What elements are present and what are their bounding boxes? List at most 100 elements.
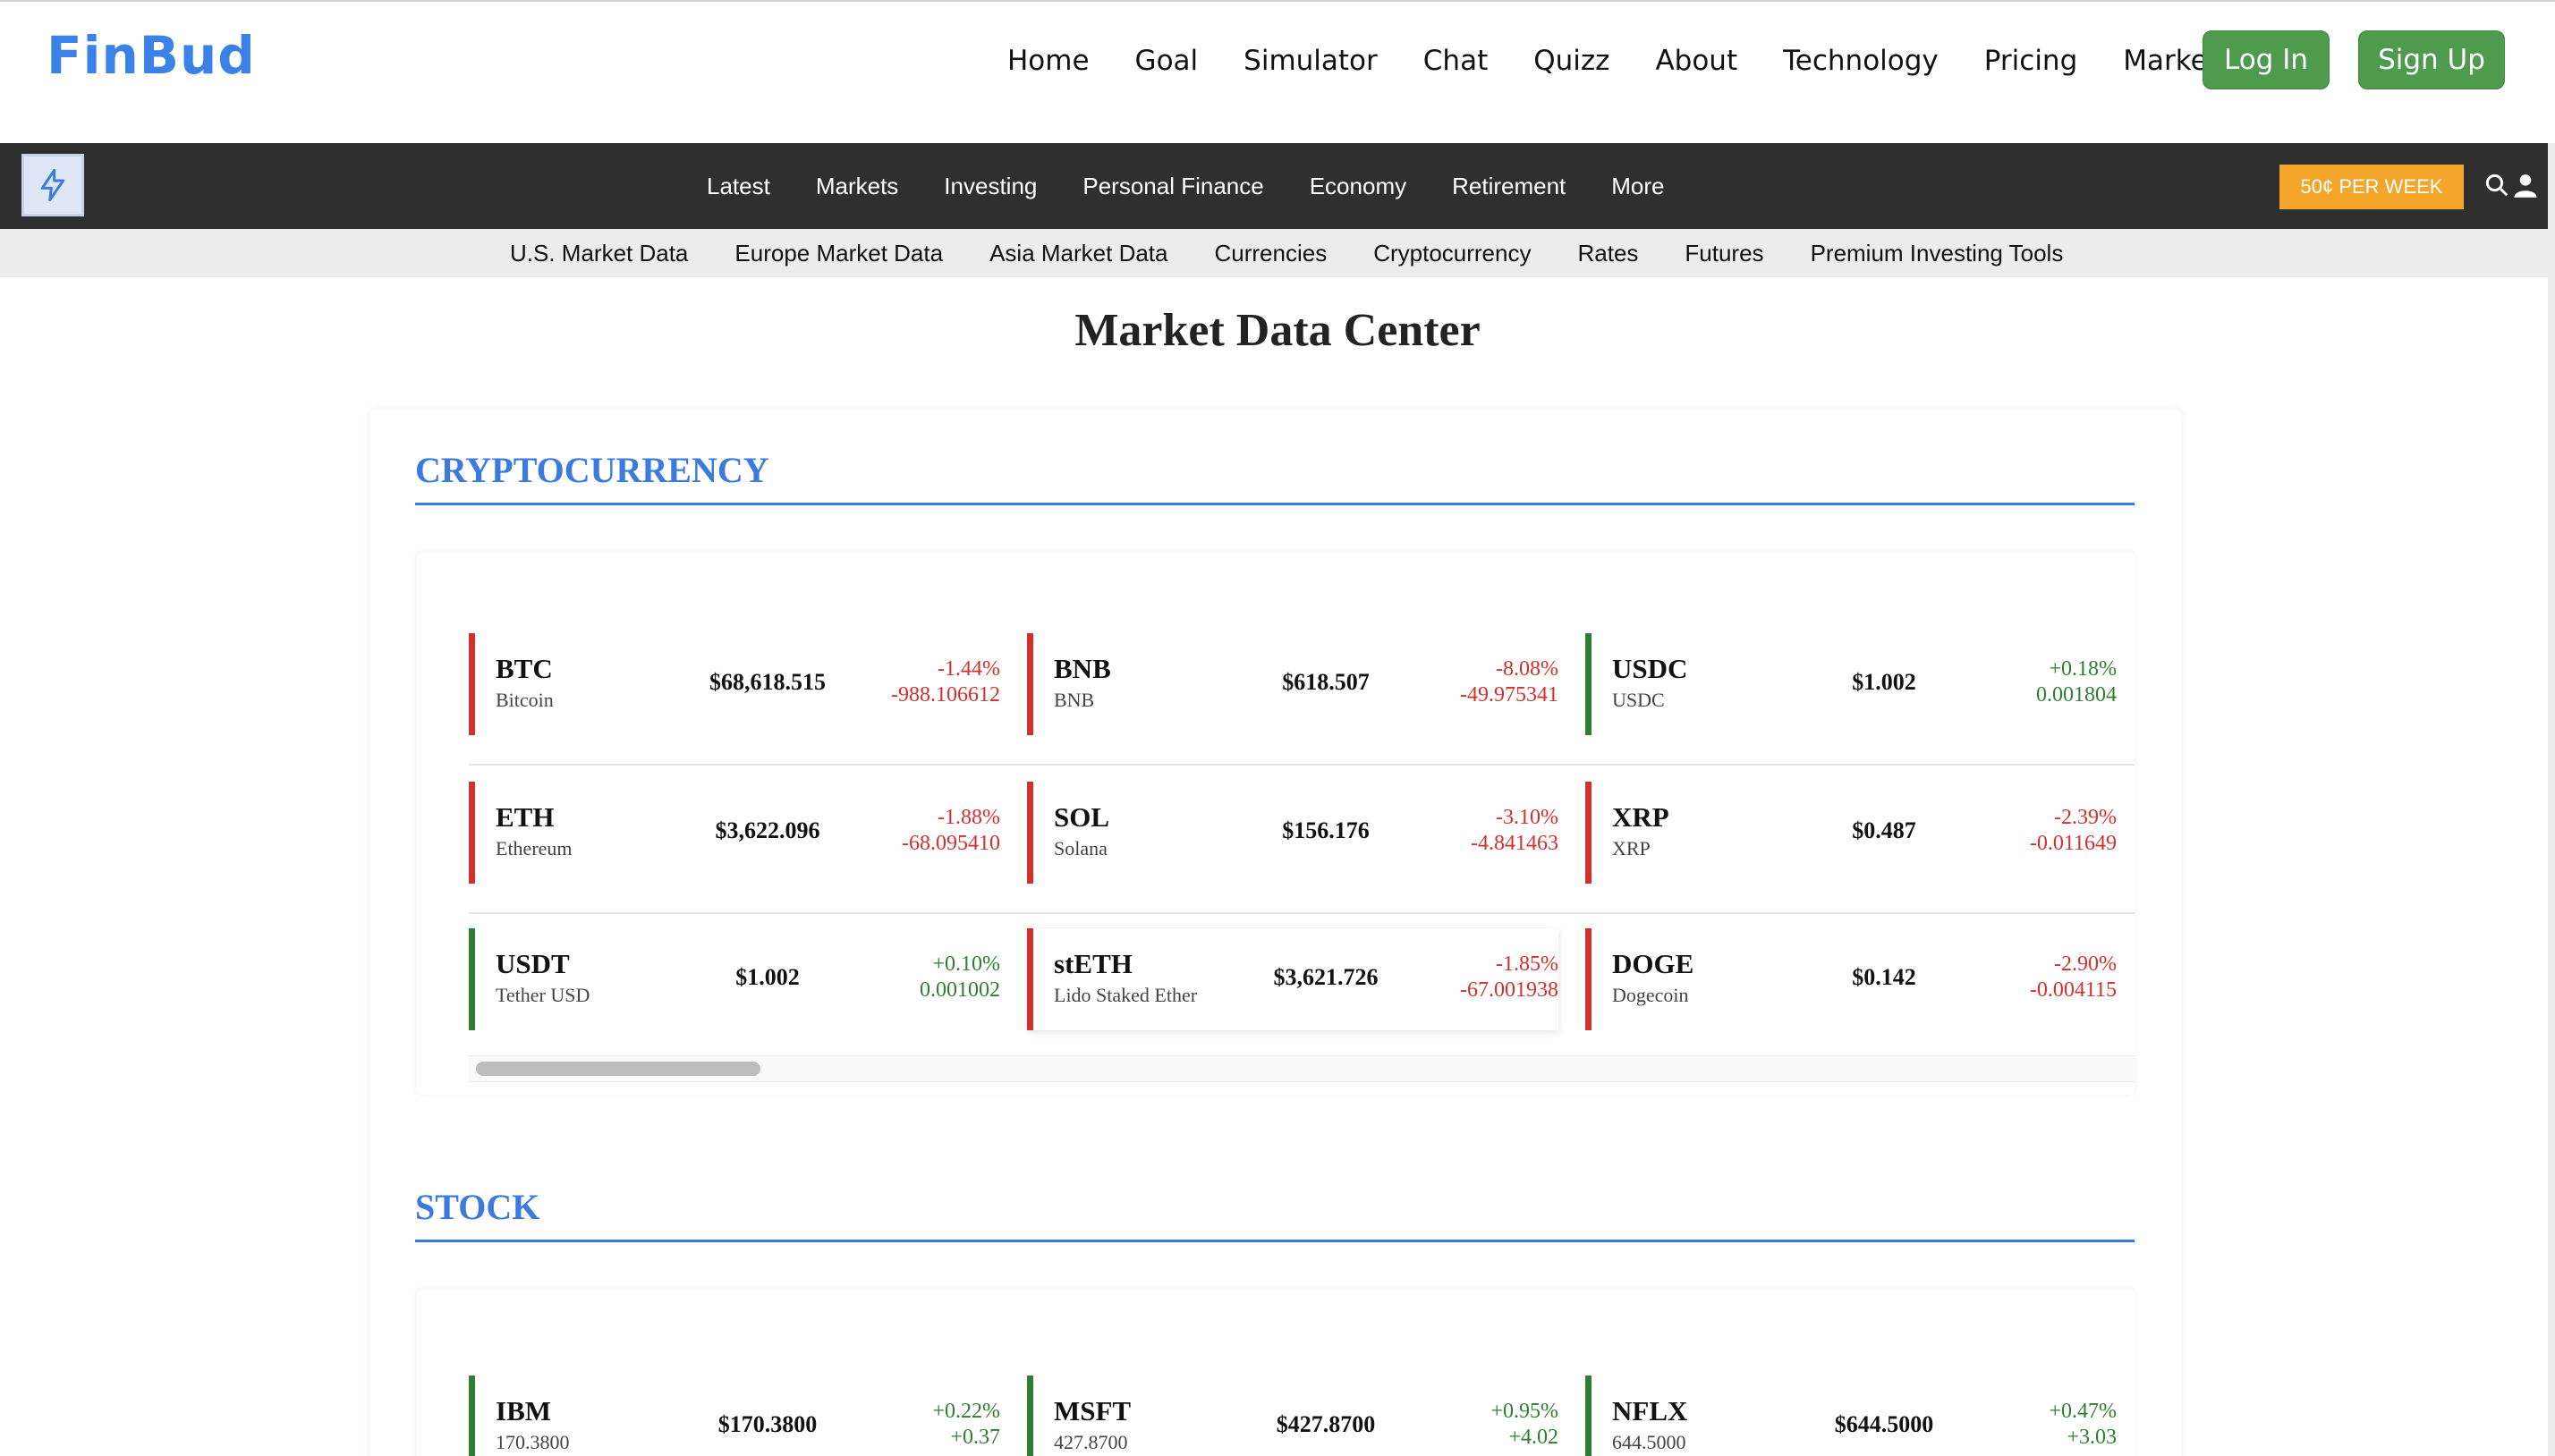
subnav-premium-investing-tools[interactable]: Premium Investing Tools [1810, 239, 2064, 267]
change-percent: +0.47% [2049, 1400, 2117, 1423]
nav-pricing[interactable]: Pricing [1983, 45, 2078, 77]
section-personal-finance[interactable]: Personal Finance [1082, 172, 1264, 199]
ticker-name: Dogecoin [1612, 984, 1689, 1006]
change-percent: +0.18% [2049, 657, 2117, 681]
top-header: FinBud Home Goal Simulator Chat Quizz Ab… [0, 0, 2555, 143]
change-percent: -1.88% [938, 806, 1000, 829]
logo[interactable]: FinBud [47, 25, 256, 86]
nav-home[interactable]: Home [1007, 45, 1090, 77]
scrollbar-thumb[interactable] [476, 1062, 760, 1076]
ticker-card-msft[interactable]: MSFT 427.8700 $427.8700 +0.95% +4.02 [1027, 1376, 1558, 1456]
change-absolute: -0.011649 [2029, 832, 2117, 855]
ticker-price: $644.5000 [1834, 1411, 1934, 1437]
subnav-europe-market-data[interactable]: Europe Market Data [734, 239, 944, 267]
trend-indicator-bar [1027, 782, 1033, 884]
change-absolute: -49.975341 [1460, 683, 1558, 707]
nav-technology[interactable]: Technology [1783, 45, 1939, 77]
header-icons [2483, 172, 2539, 203]
ticker-change: -1.88% -68.095410 [902, 805, 1000, 857]
ticker-name: BNB [1054, 689, 1095, 711]
crypto-panel: BTC Bitcoin $68,618.515 -1.44% -988.106612 BN… [417, 553, 2135, 1095]
ticker-price: $618.507 [1282, 669, 1370, 695]
ticker-name: XRP [1612, 837, 1651, 859]
ticker-change: -1.85% -67.001938 [1460, 952, 1558, 1003]
trend-indicator-bar [469, 782, 475, 884]
ticker-name: Bitcoin [496, 689, 554, 711]
signup-button[interactable]: Sign Up [2358, 30, 2505, 89]
trend-indicator-bar [469, 928, 475, 1030]
change-absolute: +3.03 [2067, 1426, 2117, 1449]
ticker-card-nflx[interactable]: NFLX 644.5000 $644.5000 +0.47% +3.03 [1585, 1376, 2117, 1456]
row-divider [469, 912, 2135, 914]
ticker-name: Ethereum [496, 837, 573, 859]
subscribe-promo-button[interactable]: 50¢ PER WEEK [2279, 165, 2464, 209]
ticker-name: 427.8700 [1054, 1431, 1128, 1453]
horizontal-scrollbar[interactable] [469, 1055, 2135, 1082]
ticker-change: +0.18% 0.001804 [2036, 656, 2117, 708]
ticker-symbol: IBM [496, 1395, 551, 1426]
ticker-symbol: DOGE [1612, 948, 1694, 979]
nav-chat[interactable]: Chat [1422, 45, 1489, 77]
ticker-change: -2.39% -0.011649 [2030, 805, 2117, 857]
trend-indicator-bar [1585, 782, 1592, 884]
ticker-card-bnb[interactable]: BNB BNB $618.507 -8.08% -49.975341 [1027, 633, 1558, 735]
ticker-change: +0.95% +4.02 [1490, 1399, 1558, 1451]
change-absolute: +4.02 [1508, 1426, 1558, 1449]
change-absolute: 0.001002 [920, 978, 1000, 1002]
ticker-card-usdc[interactable]: USDC USDC $1.002 +0.18% 0.001804 [1585, 633, 2117, 735]
nav-about[interactable]: About [1655, 45, 1738, 77]
section-more[interactable]: More [1611, 172, 1665, 199]
lightning-icon[interactable] [21, 154, 84, 216]
user-icon[interactable] [2512, 172, 2539, 203]
ticker-card-doge[interactable]: DOGE Dogecoin $0.142 -2.90% -0.004115 [1585, 928, 2117, 1030]
subnav-us-market-data[interactable]: U.S. Market Data [510, 239, 689, 267]
page-scrollbar[interactable] [2548, 143, 2555, 1456]
section-bar: Latest Markets Investing Personal Financ… [0, 143, 2555, 229]
login-button[interactable]: Log In [2203, 30, 2330, 89]
ticker-price: $3,622.096 [715, 817, 820, 843]
ticker-symbol: BTC [496, 653, 553, 684]
ticker-card-btc[interactable]: BTC Bitcoin $68,618.515 -1.44% -988.106612 [469, 633, 1000, 735]
subnav-asia-market-data[interactable]: Asia Market Data [989, 239, 1168, 267]
ticker-change: -1.44% -988.106612 [891, 656, 1000, 708]
ticker-price: $3,621.726 [1273, 964, 1379, 990]
ticker-symbol: USDT [496, 948, 570, 979]
trend-indicator-bar [1027, 633, 1033, 735]
ticker-price: $1.002 [735, 964, 800, 990]
section-economy[interactable]: Economy [1309, 172, 1407, 199]
ticker-change: +0.47% +3.03 [2049, 1399, 2117, 1451]
section-retirement[interactable]: Retirement [1452, 172, 1566, 199]
ticker-card-ibm[interactable]: IBM 170.3800 $170.3800 +0.22% +0.37 [469, 1376, 1000, 1456]
trend-indicator-bar [469, 633, 475, 735]
ticker-card-xrp[interactable]: XRP XRP $0.487 -2.39% -0.011649 [1585, 782, 2117, 884]
subnav-cryptocurrency[interactable]: Cryptocurrency [1373, 239, 1532, 267]
market-data-subnav: U.S. Market Data Europe Market Data Asia… [0, 229, 2555, 277]
row-divider [469, 764, 2135, 766]
ticker-name: Lido Staked Ether [1054, 984, 1198, 1006]
ticker-symbol: NFLX [1612, 1395, 1688, 1426]
ticker-price: $1.002 [1852, 669, 1916, 695]
ticker-card-sol[interactable]: SOL Solana $156.176 -3.10% -4.841463 [1027, 782, 1558, 884]
section-investing[interactable]: Investing [944, 172, 1038, 199]
subnav-rates[interactable]: Rates [1577, 239, 1639, 267]
subnav-currencies[interactable]: Currencies [1214, 239, 1328, 267]
ticker-card-eth[interactable]: ETH Ethereum $3,622.096 -1.88% -68.095410 [469, 782, 1000, 884]
section-latest[interactable]: Latest [707, 172, 770, 199]
nav-simulator[interactable]: Simulator [1244, 45, 1378, 77]
ticker-symbol: SOL [1054, 801, 1110, 833]
ticker-change: -2.90% -0.004115 [2030, 952, 2117, 1003]
ticker-card-usdt[interactable]: USDT Tether USD $1.002 +0.10% 0.001002 [469, 928, 1000, 1030]
change-absolute: -4.841463 [1471, 832, 1558, 855]
nav-goal[interactable]: Goal [1134, 45, 1199, 77]
ticker-card-steth[interactable]: stETH Lido Staked Ether $3,621.726 -1.85% -6… [1027, 928, 1558, 1030]
section-nav: Latest Markets Investing Personal Financ… [707, 143, 1710, 229]
stock-divider [415, 1240, 2135, 1242]
ticker-name: 170.3800 [496, 1431, 570, 1453]
trend-indicator-bar [1027, 1376, 1033, 1456]
search-icon[interactable] [2483, 172, 2510, 203]
section-markets[interactable]: Markets [815, 172, 899, 199]
ticker-symbol: BNB [1054, 653, 1111, 684]
nav-quizz[interactable]: Quizz [1533, 45, 1610, 77]
subnav-futures[interactable]: Futures [1685, 239, 1764, 267]
change-absolute: -68.095410 [902, 832, 1000, 855]
